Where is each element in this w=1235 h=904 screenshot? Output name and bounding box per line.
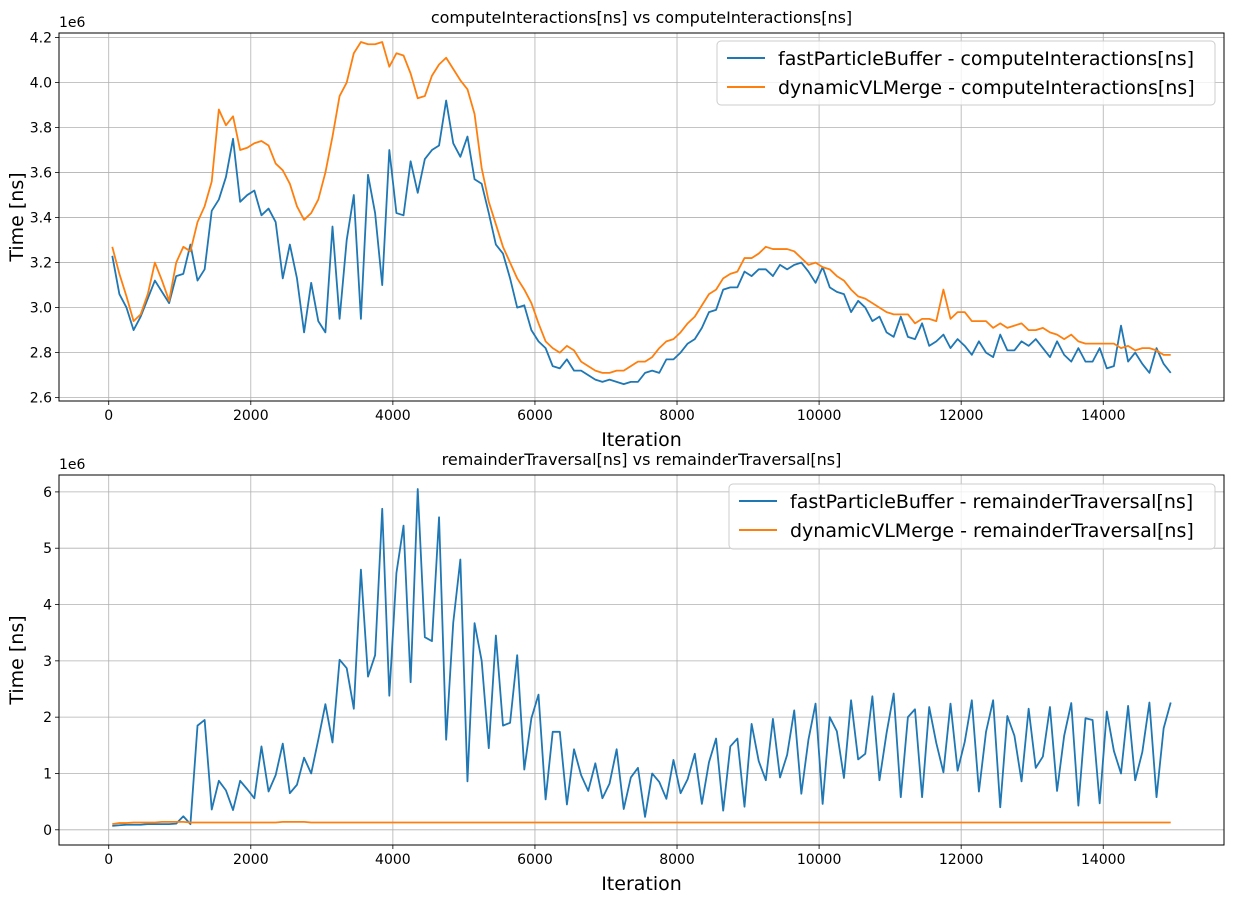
y-ticks: 2.6 2.8 3.0 3.2 3.4 3.6 3.8 4.0 4.2	[30, 31, 59, 407]
y-axis-label: Time [ns]	[6, 172, 28, 262]
y-tick-label: 2.8	[30, 346, 52, 362]
x-tick-label: 0	[104, 408, 113, 424]
y-tick-label: 3	[43, 654, 52, 670]
x-tick-label: 4000	[375, 408, 411, 424]
series-lines	[111, 41, 1172, 386]
y-ticks: 0 1 2 3 4 5 6	[43, 485, 59, 839]
legend: fastParticleBuffer - remainderTraversal[…	[728, 483, 1216, 550]
y-tick-label: 3.8	[30, 121, 52, 137]
remainder-traversal-chart: 0 2000 4000 6000 8000 10000 12000 14000 0 1 2 3 4 5 6…	[6, 450, 1225, 895]
legend-label-dynamicvlmerge: dynamicVLMerge - remainderTraversal[ns]	[790, 520, 1194, 542]
y-tick-label: 0	[43, 823, 52, 839]
x-tick-label: 6000	[517, 852, 553, 868]
chart-title: remainderTraversal[ns] vs remainderTrave…	[442, 450, 842, 469]
x-tick-label: 12000	[939, 408, 984, 424]
legend-frame	[728, 483, 1216, 550]
y-tick-label: 5	[43, 541, 52, 557]
x-tick-label: 12000	[939, 852, 984, 868]
y-tick-label: 4.2	[30, 31, 52, 47]
x-tick-label: 8000	[659, 852, 695, 868]
compute-interactions-chart: 0 2000 4000 6000 8000 10000 12000 14000 2.6 2.8 3…	[6, 8, 1225, 451]
series-line-fastparticlebuffer	[111, 99, 1172, 386]
x-tick-label: 14000	[1081, 852, 1126, 868]
x-axis-label: Iteration	[601, 873, 682, 895]
y-tick-label: 3.4	[30, 211, 52, 227]
series-line-fastparticlebuffer	[112, 488, 1172, 827]
x-tick-label: 2000	[233, 852, 269, 868]
y-tick-label: 6	[43, 485, 52, 501]
chart-title: computeInteractions[ns] vs computeIntera…	[431, 8, 852, 27]
x-ticks: 0 2000 4000 6000 8000 10000 12000 14000	[104, 845, 1126, 868]
series-lines	[112, 488, 1172, 827]
legend-label-fastparticlebuffer: fastParticleBuffer - remainderTraversal[…	[790, 491, 1193, 513]
grid	[59, 33, 1224, 401]
x-tick-label: 10000	[797, 852, 842, 868]
y-axis-label: Time [ns]	[6, 615, 28, 705]
legend: fastParticleBuffer - computeInteractions…	[716, 40, 1216, 106]
y-tick-label: 2	[43, 710, 52, 726]
y-tick-label: 1	[43, 766, 52, 782]
x-tick-label: 10000	[797, 408, 842, 424]
y-offset-label: 1e6	[59, 15, 86, 31]
x-tick-label: 4000	[375, 852, 411, 868]
plot-frame	[58, 474, 1225, 846]
x-tick-label: 0	[104, 852, 113, 868]
y-tick-label: 3.0	[30, 301, 52, 317]
x-axis-label: Iteration	[601, 429, 682, 451]
x-tick-label: 8000	[659, 408, 695, 424]
y-tick-label: 4	[43, 598, 52, 614]
y-tick-label: 4.0	[30, 76, 52, 92]
y-tick-label: 3.2	[30, 256, 52, 272]
series-line-dynamicvlmerge	[112, 821, 1171, 826]
series-line-dynamicvlmerge	[111, 41, 1171, 374]
y-tick-label: 3.6	[30, 166, 52, 182]
legend-label-fastparticlebuffer: fastParticleBuffer - computeInteractions…	[778, 48, 1194, 70]
x-tick-label: 6000	[517, 408, 553, 424]
legend-label-dynamicvlmerge: dynamicVLMerge - computeInteractions[ns]	[778, 77, 1195, 99]
y-tick-label: 2.6	[30, 391, 52, 407]
x-tick-label: 2000	[233, 408, 269, 424]
plot-frame	[58, 32, 1225, 402]
y-offset-label: 1e6	[59, 457, 86, 473]
x-ticks: 0 2000 4000 6000 8000 10000 12000 14000	[104, 401, 1126, 424]
legend-frame	[716, 40, 1216, 106]
x-tick-label: 14000	[1081, 408, 1126, 424]
